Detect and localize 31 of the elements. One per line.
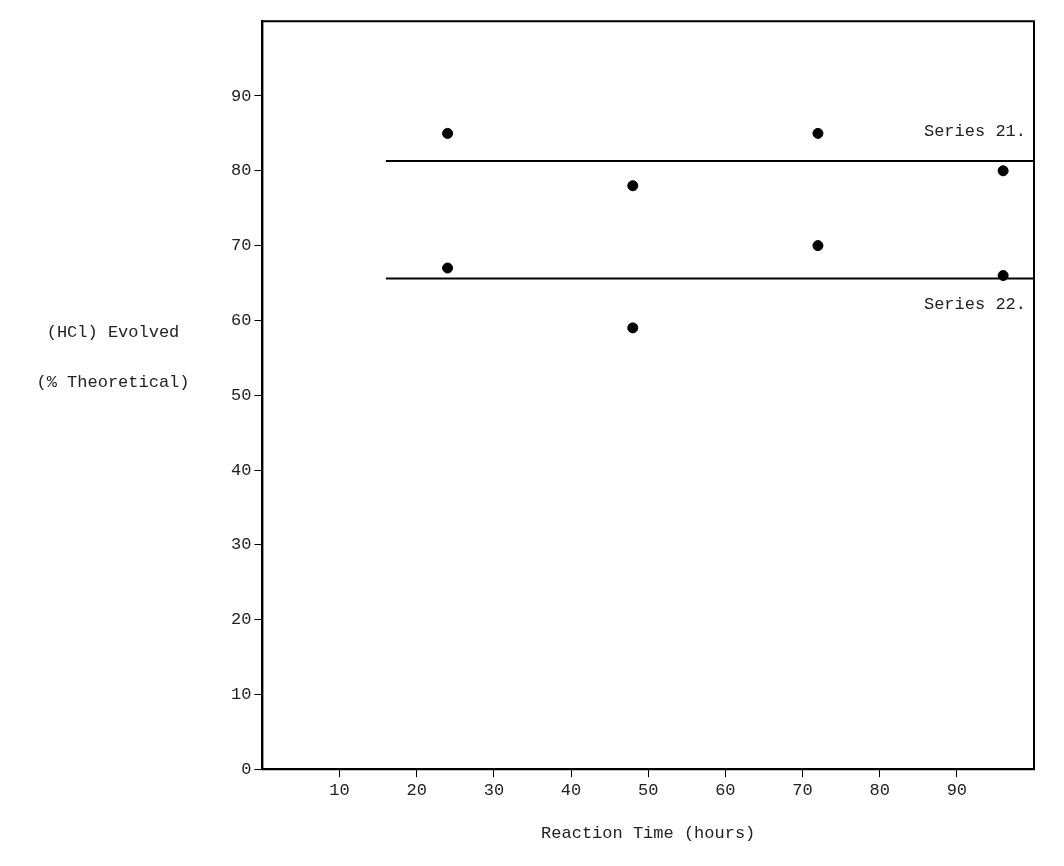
y-tick-label: 40 [231, 460, 252, 480]
point [627, 322, 639, 334]
text: (HCl) Evolved (% Theoretical) [36, 323, 190, 393]
x-tick-label: 50 [638, 780, 659, 800]
point [442, 262, 454, 274]
series-label: Series 22. [923, 295, 1026, 315]
x-tick-label: 10 [329, 780, 350, 800]
x-tick-label: 90 [946, 780, 968, 800]
x-tick-label: 30 [483, 780, 505, 800]
point [627, 180, 639, 192]
y-tick-label: 20 [231, 610, 252, 630]
x-axis-title: Reaction Time (hours) [541, 824, 756, 844]
x-tick-label: 20 [406, 780, 427, 800]
point [442, 127, 454, 139]
y-tick-label: 30 [231, 535, 252, 555]
y-tick-label: 80 [231, 161, 252, 181]
point [997, 165, 1009, 177]
point [997, 270, 1009, 282]
y-tick-label: 0 [241, 759, 252, 779]
y-tick-label: 10 [231, 684, 252, 704]
y-tick-label: 60 [231, 310, 252, 330]
y-tick-label: 90 [231, 86, 252, 106]
y-tick-label: 70 [231, 236, 252, 256]
series-label: Series 21. [923, 121, 1026, 141]
x-tick-label: 40 [560, 780, 582, 800]
point [812, 127, 824, 139]
y-tick-label: 50 [231, 385, 252, 405]
point [812, 240, 824, 252]
x-tick-label: 80 [869, 780, 890, 800]
x-tick-label: 70 [792, 780, 813, 800]
x-tick-label: 60 [715, 780, 736, 800]
